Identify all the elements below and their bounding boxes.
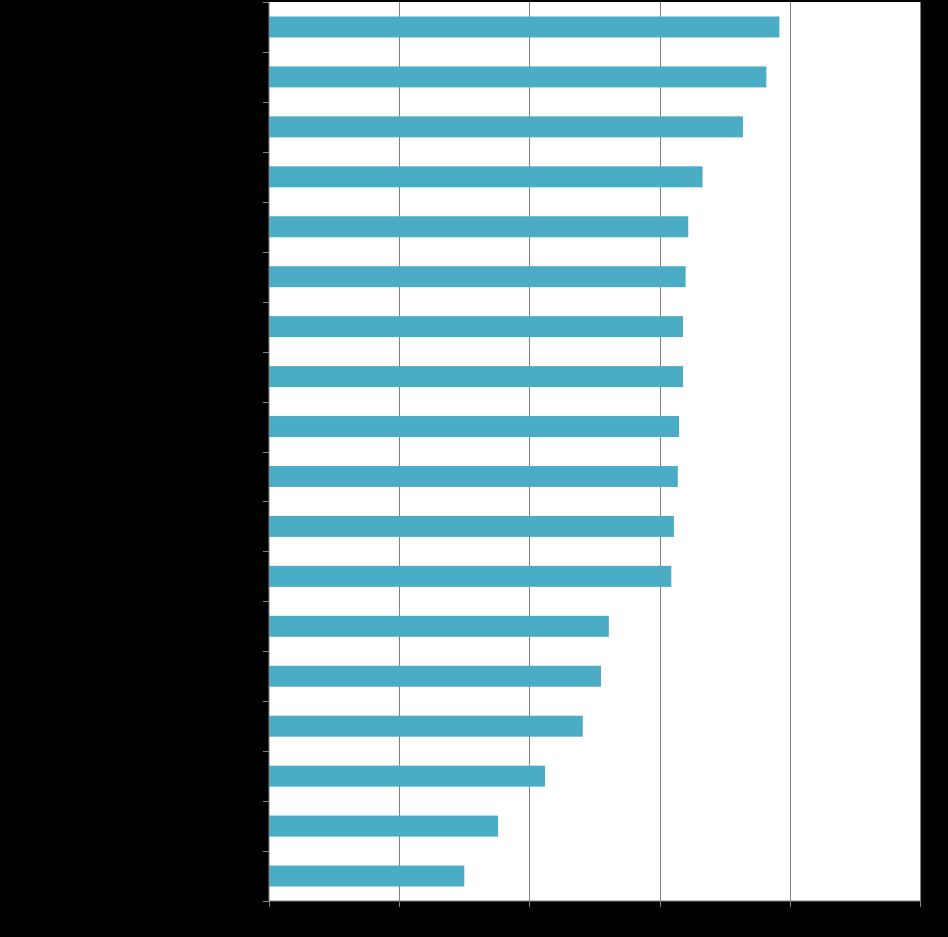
bar-15 (269, 715, 583, 737)
bar-6 (269, 266, 686, 288)
bar-18 (269, 865, 465, 887)
bar-11 (269, 515, 674, 537)
axis-ticks (263, 2, 921, 907)
bar-2 (269, 66, 767, 88)
bar-16 (269, 765, 546, 787)
bar-13 (269, 615, 609, 637)
bar-8 (269, 366, 684, 388)
bar-3 (269, 116, 743, 138)
bar-series (269, 16, 780, 887)
bar-17 (269, 815, 499, 837)
bar-12 (269, 565, 672, 587)
bar-9 (269, 416, 680, 438)
bar-4 (269, 166, 703, 188)
bar-14 (269, 665, 602, 687)
bar-10 (269, 465, 678, 487)
bar-5 (269, 216, 689, 238)
bar-1 (269, 16, 780, 38)
plot-area-background (269, 2, 920, 901)
gridlines (399, 2, 921, 901)
bar-7 (269, 316, 684, 338)
